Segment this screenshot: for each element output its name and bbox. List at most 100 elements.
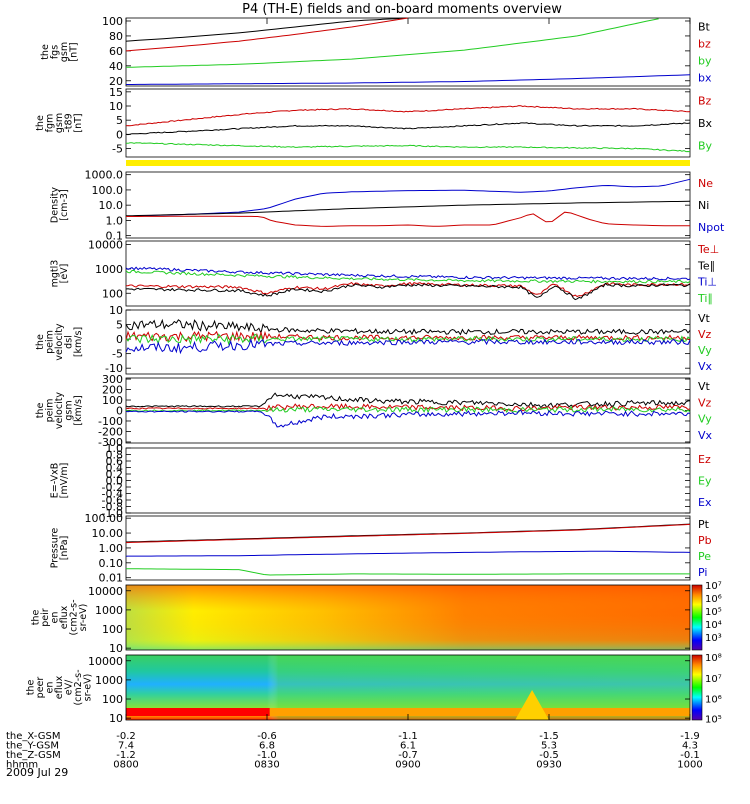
y-tick-label: 200 [102,384,123,397]
y-tick-label: 100.0 [92,184,124,197]
y-axis-label: (cm2-s- [73,669,84,705]
y-tick-label: -200 [98,425,123,438]
y-tick-label: 1000 [95,263,123,276]
y-tick-label: 0 [116,128,123,141]
y-axis-label: the [30,610,41,626]
y-axis-label: sr-eV) [83,674,94,702]
legend-entry: Vt [698,312,711,325]
y-tick-label: 10 [109,304,123,317]
series-line-Te∥ [125,282,691,301]
panel-frame [125,171,691,239]
y-axis-label: the [40,44,51,60]
series-line-Bz [125,105,691,127]
legend-entry: by [698,55,712,68]
y-axis-label: en [45,682,56,694]
y-tick-label: 20 [109,75,123,88]
y-axis-label: eflux [59,605,70,629]
heatmap-peer-lowenergy-band [269,708,690,716]
legend-entry: Vx [698,429,713,442]
series-line-Vz [125,403,691,412]
series-line-Npot [125,178,691,217]
y-tick-label: -0.4 [102,488,123,501]
series-line-By [126,142,691,153]
y-axis-label: velocity [54,392,65,430]
series-line-bz [125,17,409,52]
series-line-Ti⊥ [125,266,691,281]
series-line-Vt [125,392,690,409]
time-axis-value: 6.1 [400,741,416,752]
legend-entry: Vx [698,360,713,373]
panel-temperature: 10000 1000 100 mgtl3[eV] Te⊥ Te∥ Ti⊥ Ti∥ [49,239,719,307]
time-axis-value: -0.1 [680,750,700,761]
series-line-Pb [125,523,691,544]
legend-entry: Bz [698,94,712,107]
colorbar-tick-label: 10⁷ [705,674,722,685]
panel-frame [125,17,691,87]
colorbar-tick-label: 10⁵ [705,715,722,726]
y-axis-label: the [35,403,46,419]
y-axis-label: peim [45,399,56,423]
legend-entry: Vz [698,328,712,341]
y-axis-label: fgs [49,45,60,59]
y-tick-label: -300 [98,436,123,449]
legend-entry: Pb [698,534,712,547]
y-axis-label: en [49,612,60,624]
y-tick-label: 100 [102,15,123,28]
series-line-Vt [125,318,691,336]
time-axis-value: -1.0 [257,750,277,761]
series-line-Te⊥ [126,281,691,298]
colorbar-tick-label: 10³ [705,633,722,644]
series-line-Ti∥ [125,269,691,284]
time-axis-value: 6.8 [259,741,275,752]
legend-entry: Vz [698,396,712,409]
y-axis-label: gsm [64,400,75,420]
panel-frame [125,88,691,158]
time-axis-value: -1.1 [398,731,418,742]
y-tick-label: 100 [102,287,123,300]
time-axis-row-label: the_Y-GSM [6,741,59,752]
y-tick-label: -5 [112,143,123,156]
y-tick-label: 0.8 [106,449,124,462]
series-line-Vx [125,338,691,355]
y-axis-label: fgm [45,114,56,133]
y-axis-label: [nPa] [59,536,70,561]
legend-entry: bx [698,72,712,85]
series-line-Vy [125,406,691,414]
series-line-Vy [125,333,691,346]
y-axis-label: [cm-3] [59,189,70,220]
y-tick-label: -1.0 [102,507,123,520]
legend-entry: Ni [698,199,709,212]
y-axis-label: peim [45,330,56,354]
y-tick-label: 0.1 [106,230,124,243]
colorbar-tick-label: 10⁴ [705,620,722,631]
y-tick-label: 80 [109,30,123,43]
time-axis-value: -1.9 [680,731,700,742]
y-axis-label: velocity [54,323,65,361]
legend-entry: Ti∥ [697,292,713,305]
plot-title: P4 (TH-E) fields and on-board moments ov… [242,2,562,17]
series-line-Ni [125,200,691,217]
y-axis-label: [mV/m] [59,463,70,499]
time-axis-value: -0.2 [116,731,136,742]
time-axis-value: 7.4 [118,741,134,752]
panel-frame [125,240,691,307]
legend-entry: Npot [698,221,725,234]
panel-peir: 10⁷ 10⁶ 10⁵ 10⁴ 10³ 10000 1000 100 10 thepeirenef… [30,581,721,655]
time-axis-row-label: the_Z-GSM [6,750,61,761]
panel-pressure: 100.00 10.00 1.00 0.10 0.01 Pressure[nPa] Pt Pb… [49,512,711,585]
y-axis-label: the [35,334,46,350]
time-axis-value: 0830 [254,760,279,771]
panel-peer: 10⁸ 10⁷ 10⁶ 10⁵ 10000 1000 100 10 thepeereneflux… [26,653,722,726]
series-line-Pi [125,550,691,557]
time-axis-value: 4.3 [682,741,698,752]
heatmap-peer-feature [515,690,549,720]
y-tick-label: -0.2 [102,481,123,494]
y-axis-label: E=-VxB [49,463,60,498]
legend-entry: Pt [698,518,710,531]
y-tick-label: 100 [102,623,123,636]
legend-entry: bz [698,38,711,51]
y-tick-label: -10 [105,362,123,375]
legend-entry: Ti⊥ [697,276,717,289]
